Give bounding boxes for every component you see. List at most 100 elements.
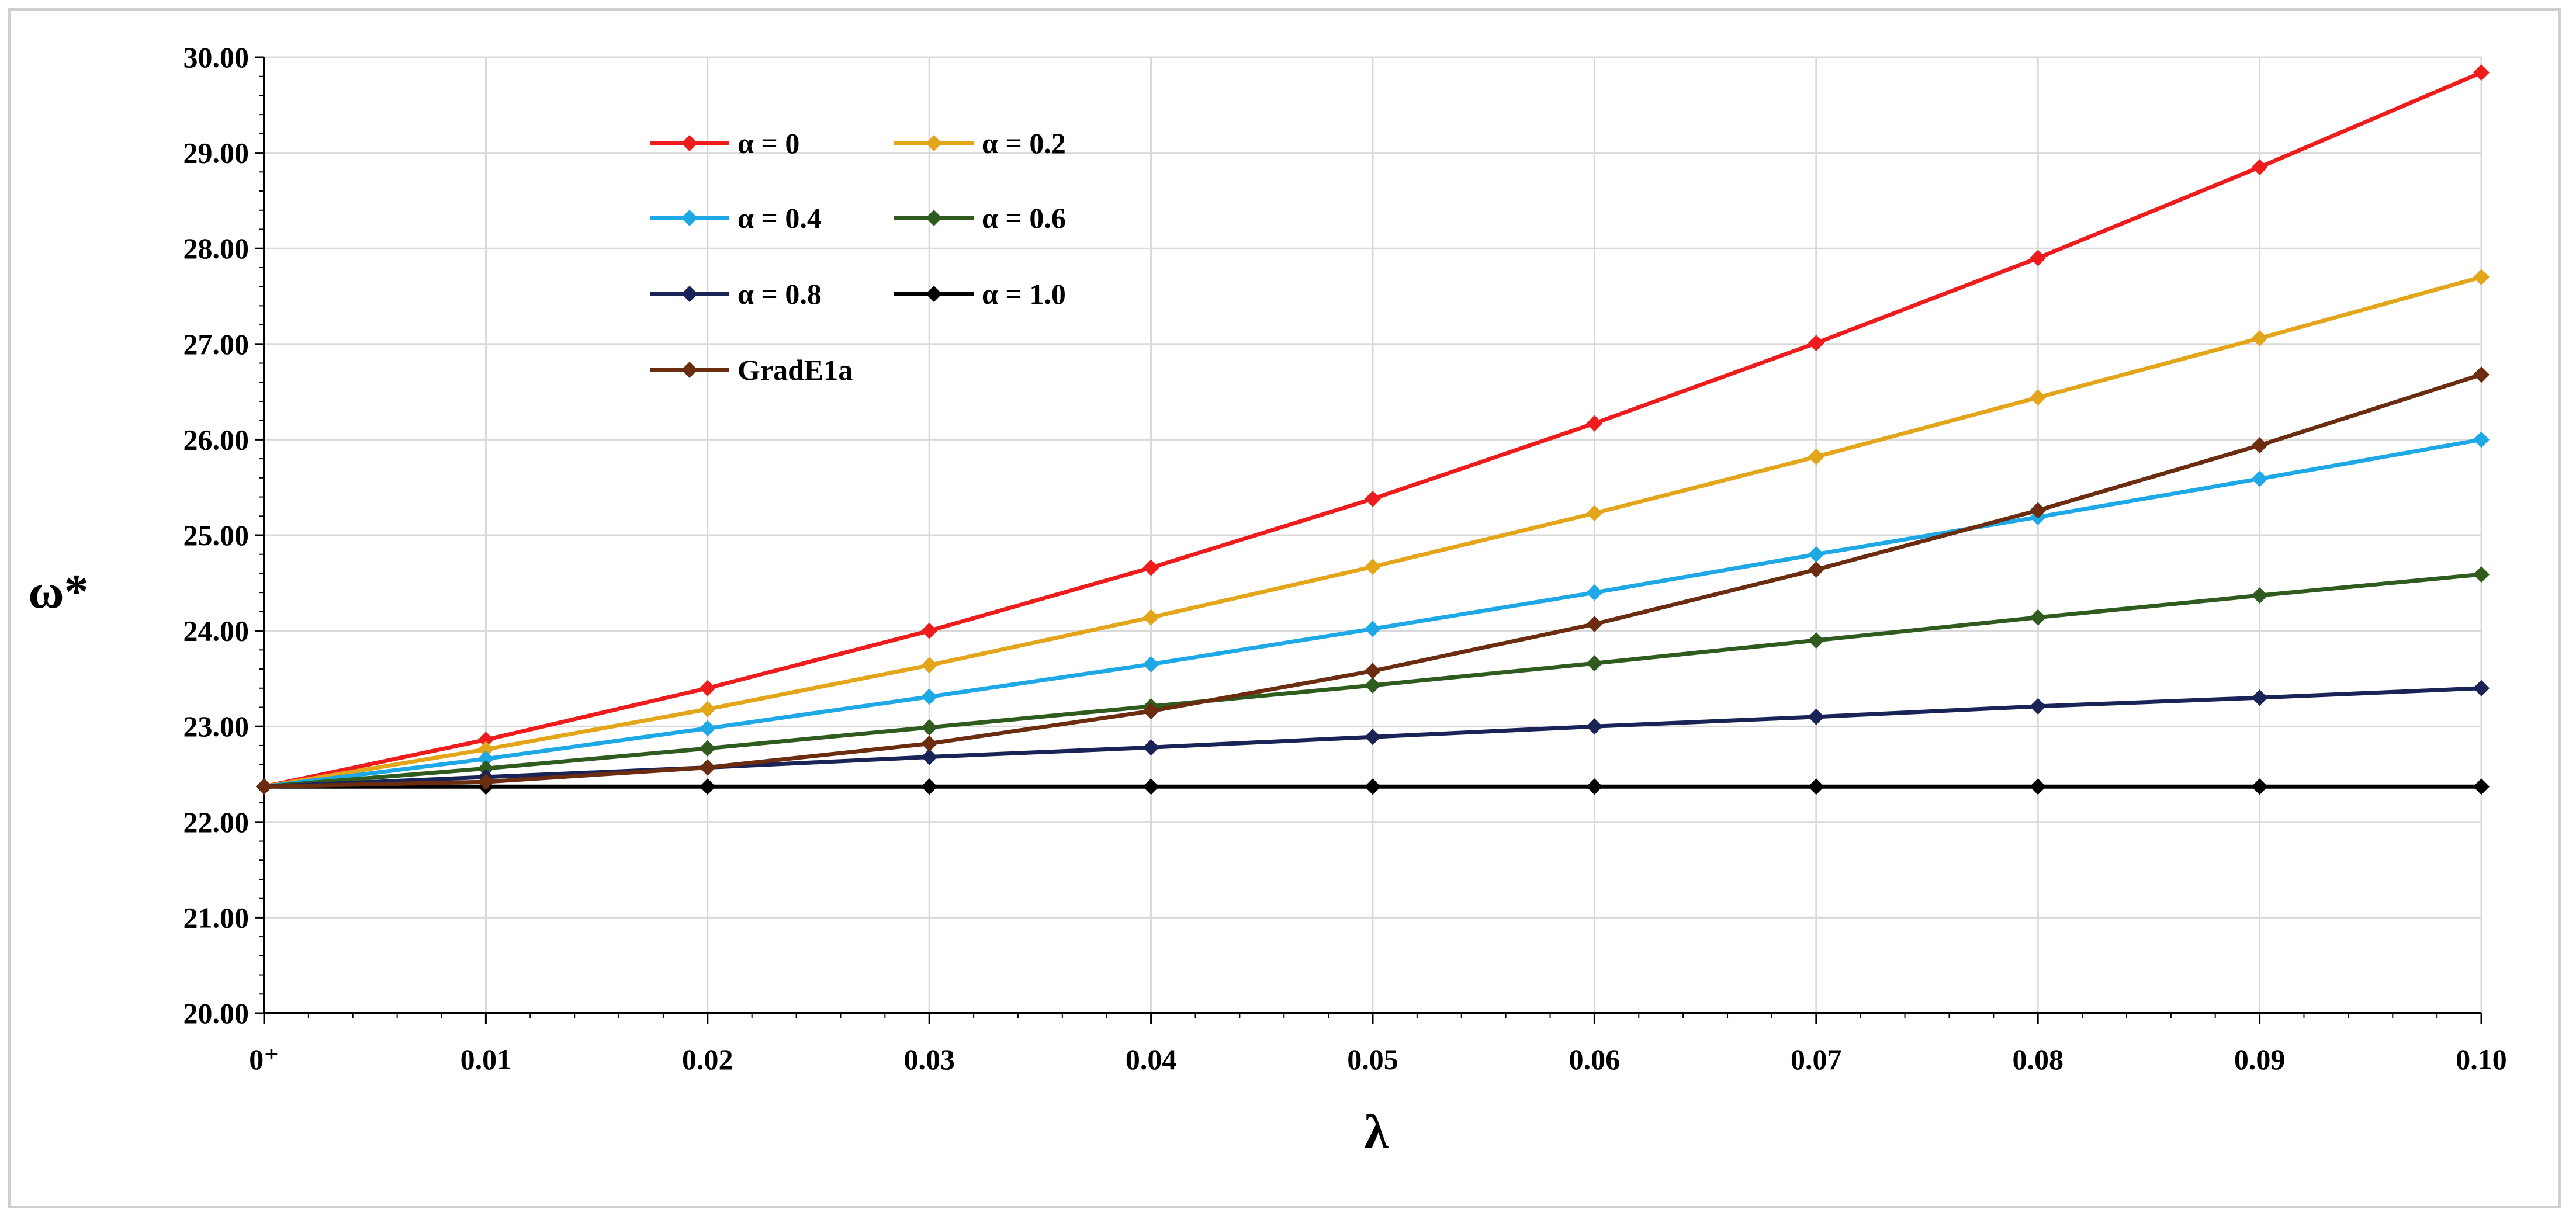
- data-point: [2251, 470, 2268, 487]
- legend-label: α = 0: [738, 127, 799, 160]
- data-point: [1365, 729, 1381, 746]
- y-tick-label: 21.00: [183, 901, 250, 934]
- legend-swatch-marker: [681, 135, 698, 151]
- data-point: [921, 748, 938, 765]
- data-point: [2473, 269, 2490, 286]
- legend-item: GradE1a: [650, 353, 853, 386]
- data-point: [2473, 64, 2490, 81]
- data-point: [2030, 389, 2047, 406]
- data-point: [2251, 330, 2268, 346]
- data-point: [1365, 558, 1381, 575]
- y-tick-label: 28.00: [183, 232, 250, 265]
- y-tick-label: 24.00: [183, 615, 250, 647]
- legend: α = 0 α = 0.2 α = 0.4 α = 0.6 α = 0.8 α = 1.0…: [650, 127, 1066, 386]
- legend-label: α = 0.6: [982, 202, 1066, 234]
- y-tick-label: 25.00: [183, 519, 250, 552]
- x-tick-label: 0.09: [2234, 1043, 2286, 1076]
- data-point: [699, 740, 716, 757]
- data-point: [2473, 680, 2490, 696]
- data-point: [1808, 546, 1824, 563]
- series--1.0: [256, 778, 2490, 795]
- legend-item: α = 0.2: [894, 127, 1066, 160]
- legend-item: α = 0.4: [650, 202, 822, 234]
- data-point: [1365, 621, 1381, 637]
- data-point: [1365, 677, 1381, 694]
- legend-item: α = 0.6: [894, 202, 1066, 234]
- x-tick-label: 0⁺: [249, 1043, 279, 1076]
- data-point: [1365, 663, 1381, 680]
- data-point: [1142, 703, 1159, 720]
- x-tick-label: 0.07: [1791, 1043, 1842, 1076]
- legend-swatch-marker: [926, 286, 942, 302]
- data-point: [2251, 689, 2268, 706]
- data-point: [921, 719, 938, 736]
- data-point: [477, 750, 494, 767]
- data-point: [1808, 561, 1824, 578]
- data-point: [1142, 778, 1159, 795]
- legend-label: α = 0.8: [738, 278, 822, 310]
- data-point: [921, 657, 938, 674]
- legend-swatch-marker: [681, 210, 698, 226]
- data-point: [1808, 335, 1824, 352]
- y-tick-label: 27.00: [183, 328, 250, 361]
- y-tick-label: 22.00: [183, 806, 250, 838]
- data-point: [1586, 584, 1603, 601]
- data-point: [699, 759, 716, 776]
- data-point: [921, 778, 938, 795]
- x-axis-title: λ: [1364, 1105, 1389, 1159]
- x-tick-label: 0.04: [1126, 1043, 1177, 1076]
- data-point: [1808, 778, 1824, 795]
- data-point: [699, 720, 716, 737]
- data-point: [1586, 718, 1603, 735]
- data-point: [2473, 431, 2490, 448]
- data-point: [2473, 778, 2490, 795]
- y-axis-ticks: 20.00 21.00 22.00 23.00 24.00 25.00 26.00 27.00…: [183, 41, 264, 1030]
- legend-label: GradE1a: [738, 353, 853, 386]
- data-point: [2473, 566, 2490, 583]
- legend-swatch-marker: [926, 135, 942, 151]
- legend-swatch-marker: [926, 210, 942, 226]
- x-tick-label: 0.02: [682, 1043, 733, 1076]
- y-tick-label: 20.00: [183, 997, 250, 1030]
- data-point: [477, 741, 494, 758]
- data-point: [1142, 739, 1159, 756]
- x-tick-label: 0.06: [1569, 1043, 1621, 1076]
- data-point: [1808, 632, 1824, 649]
- data-point: [1142, 609, 1159, 626]
- data-point: [1142, 559, 1159, 576]
- x-tick-label: 0.05: [1347, 1043, 1398, 1076]
- data-point: [2030, 778, 2047, 795]
- data-point: [1808, 448, 1824, 465]
- legend-item: α = 0.8: [650, 278, 822, 310]
- legend-item: α = 0: [650, 127, 799, 160]
- data-point: [2251, 159, 2268, 176]
- data-point: [2251, 778, 2268, 795]
- data-point: [2030, 502, 2047, 519]
- legend-label: α = 0.4: [738, 202, 822, 234]
- data-point: [1586, 415, 1603, 432]
- x-axis-ticks: 0⁺ 0.01 0.02 0.03 0.04 0.05 0.06 0.07 0.08 0.09 0.…: [249, 1013, 2507, 1076]
- x-tick-label: 0.03: [903, 1043, 955, 1076]
- data-point: [2251, 587, 2268, 604]
- data-point: [477, 774, 494, 791]
- series-GradE1a: [256, 366, 2490, 795]
- data-point: [921, 622, 938, 639]
- legend-swatch-marker: [681, 362, 698, 378]
- grid: [264, 56, 2482, 1013]
- data-point: [1586, 616, 1603, 633]
- data-point: [699, 778, 716, 795]
- data-point: [1586, 778, 1603, 795]
- x-tick-label: 0.10: [2456, 1043, 2507, 1076]
- data-point: [2030, 609, 2047, 626]
- data-point: [699, 701, 716, 718]
- y-axis-title: ω*: [28, 564, 88, 619]
- legend-item: α = 1.0: [894, 278, 1066, 310]
- data-point: [1142, 656, 1159, 673]
- legend-swatch-marker: [681, 286, 698, 302]
- data-point: [2030, 249, 2047, 266]
- data-point: [2030, 698, 2047, 715]
- data-point: [256, 778, 272, 795]
- data-point: [477, 760, 494, 777]
- data-point: [1365, 778, 1381, 795]
